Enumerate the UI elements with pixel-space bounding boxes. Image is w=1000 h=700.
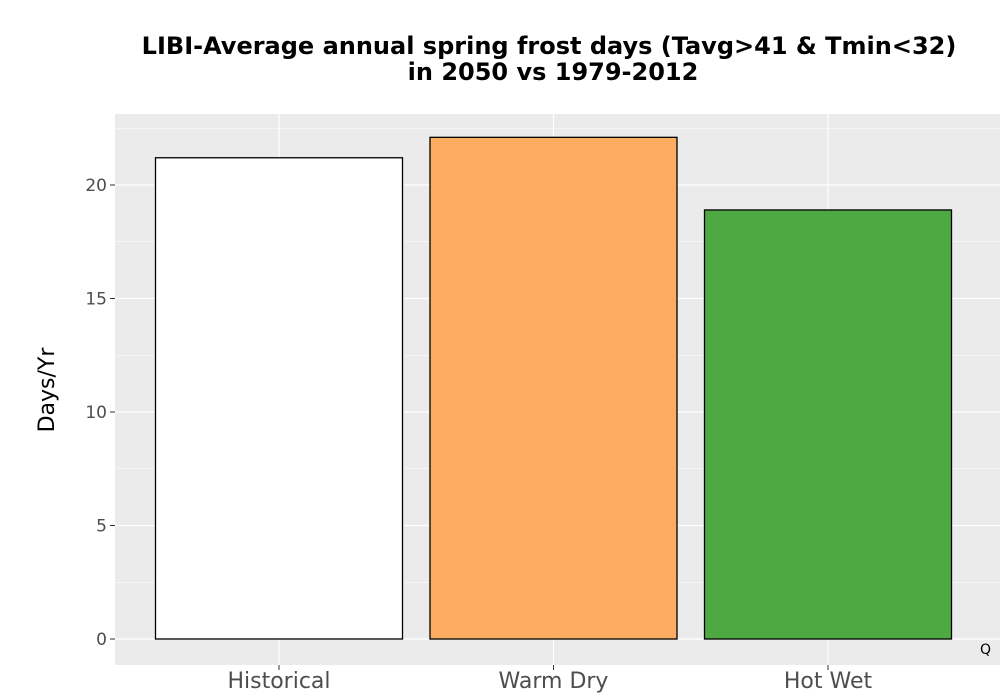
y-axis-title: Days/Yr <box>35 347 60 433</box>
y-tick-label: 0 <box>96 630 107 650</box>
corner-mark-text: Q <box>980 642 991 658</box>
y-tick-label: 20 <box>85 176 107 196</box>
bar-historical <box>154 157 404 640</box>
chart-title-line2: in 2050 vs 1979-2012 <box>408 58 699 86</box>
bars <box>154 136 953 640</box>
x-tick-label: Hot Wet <box>784 669 873 694</box>
bar-warm-dry <box>429 136 678 640</box>
y-tick-label: 5 <box>96 517 107 537</box>
x-tick-label: Warm Dry <box>499 669 609 694</box>
x-axis-ticks: Historical Warm Dry Hot Wet <box>227 665 872 694</box>
chart-title-line1: LIBI-Average annual spring frost days (T… <box>142 32 957 60</box>
y-tick-label: 10 <box>85 403 107 423</box>
y-axis-ticks: 0 5 10 15 20 <box>85 176 115 650</box>
y-tick-label: 15 <box>85 290 107 310</box>
bar-hot-wet <box>703 209 953 640</box>
x-tick-label: Historical <box>227 669 330 694</box>
